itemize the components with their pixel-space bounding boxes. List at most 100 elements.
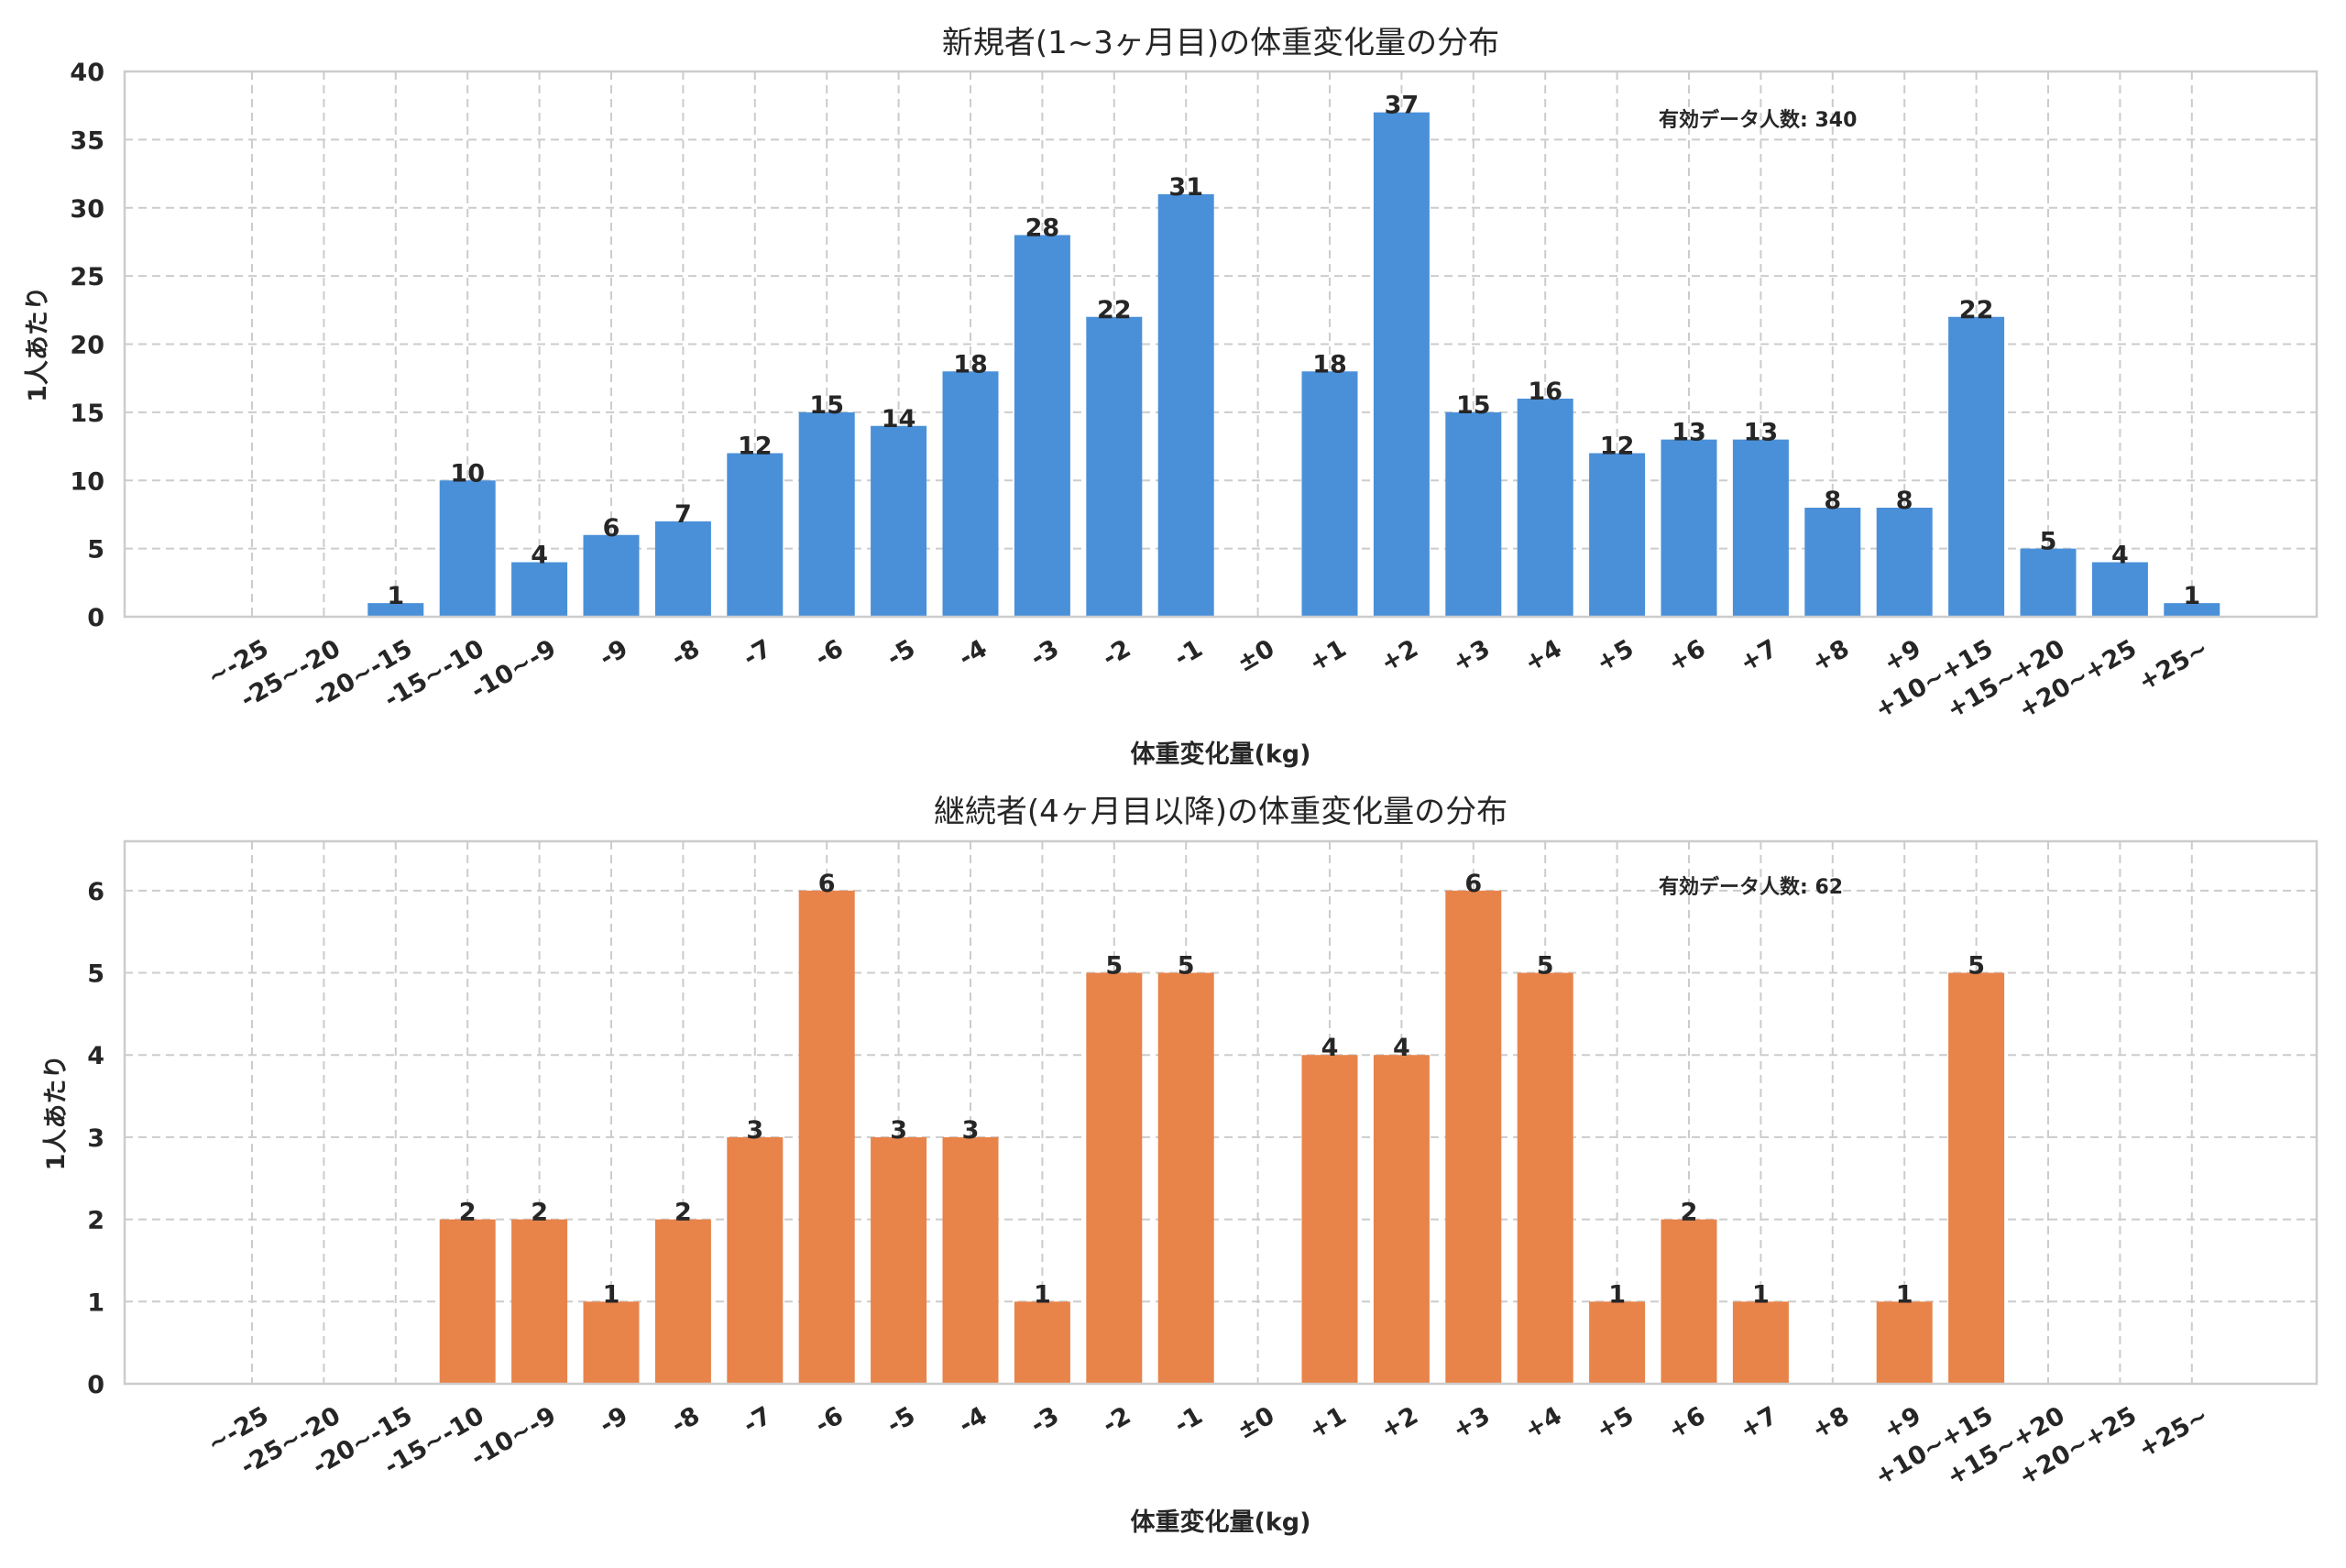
x-tick-label: ±0: [1233, 634, 1279, 678]
y-tick-label: 30: [70, 195, 104, 224]
bar--9: [583, 1301, 640, 1384]
bar--7: [727, 453, 784, 617]
x-tick-label: -9: [595, 634, 632, 673]
bar--5: [871, 1136, 927, 1384]
bar--5: [871, 425, 927, 617]
x-axis-label: 体重変化量(kg): [1131, 740, 1311, 769]
y-tick-label: 4: [87, 1042, 104, 1070]
bar-value-label: 2: [459, 1199, 477, 1227]
bar-value-label: 2: [1681, 1199, 1698, 1227]
bar-+9: [1876, 1301, 1933, 1384]
y-tick-label: 15: [70, 400, 104, 428]
bar-value-label: 5: [1968, 952, 1985, 981]
data-count-annotation: 有効データ人数: 340: [1659, 108, 1857, 132]
bar-value-label: 6: [1464, 870, 1482, 898]
x-tick-label: +3: [1448, 1401, 1495, 1445]
x-tick-label: +4: [1519, 1401, 1566, 1445]
bar-value-label: 5: [2040, 528, 2057, 556]
y-tick-label: 20: [70, 332, 104, 360]
x-tick-label: +7: [1736, 634, 1782, 678]
bar-value-label: 1: [1896, 1280, 1913, 1309]
bar-value-label: 13: [1672, 419, 1706, 447]
bar-+1: [1301, 1055, 1358, 1384]
y-tick-label: 35: [70, 126, 104, 155]
bar-value-label: 22: [1097, 296, 1132, 324]
bar-value-label: 4: [531, 542, 548, 570]
bar--20~-15: [367, 603, 424, 617]
x-tick-label: -1: [1169, 634, 1207, 673]
x-tick-label: -2: [1098, 1401, 1135, 1440]
x-tick-label: -9: [595, 1401, 632, 1440]
y-axis-label: 1人あたり: [42, 1055, 71, 1171]
bar-value-label: 8: [1824, 487, 1841, 515]
bar--6: [798, 411, 855, 617]
bar-+10~+15: [1948, 972, 2005, 1384]
x-axis-label: 体重変化量(kg): [1131, 1508, 1311, 1537]
bar--10~-9: [511, 1219, 568, 1384]
y-tick-label: 5: [87, 960, 104, 989]
x-tick-label: -8: [666, 1401, 704, 1440]
bar-value-label: 31: [1168, 173, 1203, 202]
y-tick-label: 40: [70, 59, 104, 87]
bar-value-label: 12: [1600, 433, 1635, 461]
bar-value-label: 3: [746, 1116, 763, 1145]
x-tick-label: +3: [1448, 634, 1495, 678]
bar-+4: [1517, 399, 1573, 617]
bar-value-label: 3: [962, 1116, 980, 1145]
bar-value-label: 16: [1528, 378, 1562, 406]
x-tick-label: +8: [1807, 634, 1854, 678]
bar-value-label: 18: [1312, 350, 1347, 378]
bar-value-label: 37: [1385, 92, 1420, 120]
bar-value-label: 5: [1105, 952, 1123, 981]
bar-+7: [1732, 1301, 1789, 1384]
chart-title: 継続者(4ヶ月目以降)の体重変化量の分布: [934, 794, 1507, 830]
bar-value-label: 3: [890, 1116, 907, 1145]
x-tick-label: -5: [882, 634, 920, 673]
bar-+5: [1589, 1301, 1646, 1384]
bar-+2: [1373, 112, 1430, 617]
bar--4: [942, 371, 999, 617]
x-tick-label: +25~: [2133, 1401, 2213, 1464]
bar-+5: [1589, 453, 1646, 617]
bar-value-label: 1: [2183, 582, 2200, 610]
y-tick-label: 6: [87, 878, 104, 906]
bar-+6: [1661, 439, 1717, 617]
y-tick-label: 10: [70, 467, 104, 496]
bar-value-label: 10: [450, 459, 485, 488]
chart-panel-1: 新規者(1~3ヶ月目)の体重変化量の分布05101520253035401104…: [24, 25, 2319, 769]
bar-value-label: 6: [818, 870, 836, 898]
bar--3: [1014, 1301, 1070, 1384]
x-tick-label: -7: [739, 1401, 776, 1440]
bar-value-label: 5: [1537, 952, 1554, 981]
x-tick-label: +8: [1807, 1401, 1854, 1445]
y-tick-label: 3: [87, 1124, 104, 1153]
bar-value-label: 15: [1456, 391, 1491, 420]
bar-value-label: 14: [882, 405, 916, 433]
bar--3: [1014, 235, 1070, 617]
x-tick-label: -8: [666, 634, 704, 673]
bar-+7: [1732, 439, 1789, 617]
y-tick-label: 5: [87, 536, 104, 565]
bar-value-label: 4: [2111, 542, 2129, 570]
y-tick-label: 0: [87, 604, 104, 632]
y-tick-label: 25: [70, 263, 104, 291]
bar-value-label: 12: [738, 433, 773, 461]
chart-title: 新規者(1~3ヶ月目)の体重変化量の分布: [942, 25, 1499, 61]
bar--2: [1086, 972, 1143, 1384]
bar-value-label: 4: [1321, 1034, 1339, 1062]
x-tick-label: +2: [1376, 1401, 1423, 1445]
bar--15~-10: [439, 1219, 496, 1384]
bar-value-label: 1: [1034, 1280, 1051, 1309]
bar--9: [583, 534, 640, 617]
y-tick-label: 1: [87, 1288, 104, 1317]
x-tick-label: -3: [1025, 634, 1063, 673]
bar-+15~+20: [2020, 548, 2077, 617]
bar--1: [1157, 193, 1214, 617]
bar-value-label: 1: [387, 582, 404, 610]
data-count-annotation: 有効データ人数: 62: [1659, 875, 1843, 899]
bar--2: [1086, 316, 1143, 617]
x-tick-label: +5: [1592, 1401, 1639, 1445]
plot-frame: [123, 70, 2319, 619]
bar-+2: [1373, 1055, 1430, 1384]
